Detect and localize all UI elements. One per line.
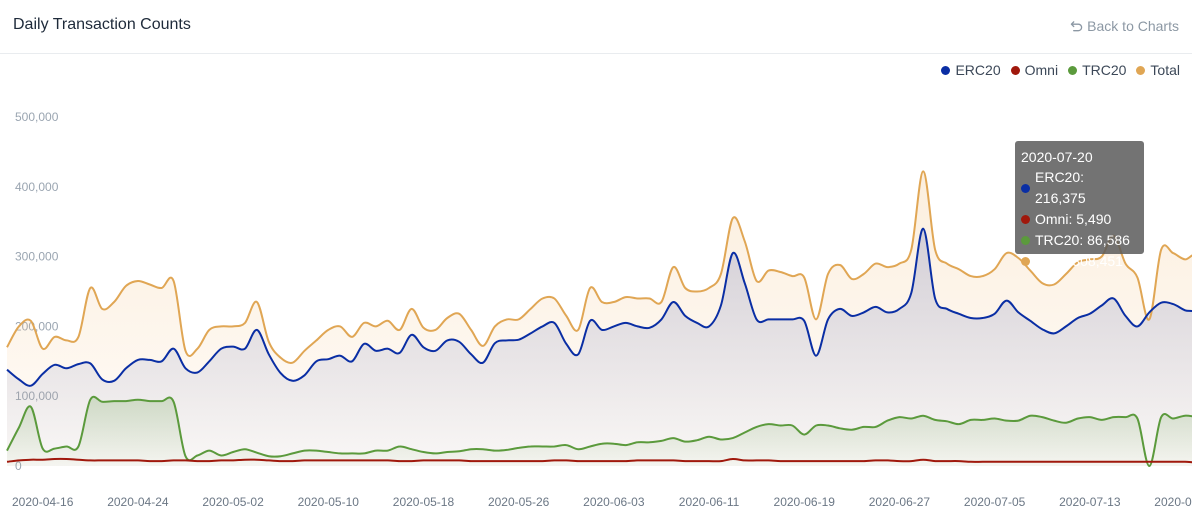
- x-tick-label: 2020-06-19: [774, 495, 836, 509]
- y-tick-label: 300,000: [15, 250, 59, 264]
- chart-tooltip: 2020-07-20 ERC20: 216,375 Omni: 5,490 TR…: [1015, 141, 1144, 269]
- x-tick-label: 2020-05-18: [393, 495, 455, 509]
- y-tick-label: 400,000: [15, 180, 59, 194]
- tooltip-value-trc20: TRC20: 86,586: [1035, 232, 1130, 248]
- legend-label-erc20: ERC20: [955, 62, 1001, 78]
- legend-item-trc20[interactable]: TRC20: [1068, 62, 1126, 78]
- legend-label-omni: Omni: [1024, 62, 1059, 78]
- chart-title: Daily Transaction Counts: [13, 16, 191, 33]
- back-arrow-icon: [1070, 20, 1083, 31]
- x-tick-label: 2020-06-11: [679, 495, 740, 509]
- legend-item-omni[interactable]: Omni: [1010, 62, 1059, 78]
- x-tick-label: 2020-04-16: [12, 495, 74, 509]
- legend-label-total: Total: [1150, 62, 1180, 78]
- legend-item-erc20[interactable]: ERC20: [941, 62, 1001, 78]
- area-erc20: [7, 228, 1192, 466]
- series-line-erc20: [6, 227, 1192, 387]
- series-line-total: [6, 170, 1192, 364]
- legend-dot-total: [1136, 65, 1146, 75]
- legend-dot-omni: [1010, 65, 1020, 75]
- x-tick-label: 2020-07-05: [964, 495, 1026, 509]
- x-tick-label: 2020-05-02: [202, 495, 264, 509]
- y-tick-label: 500,000: [15, 110, 59, 124]
- tooltip-row-trc20: TRC20: 86,586: [1021, 230, 1138, 251]
- back-to-charts-label: Back to Charts: [1087, 18, 1179, 34]
- tooltip-value-erc20: ERC20: 216,375: [1035, 169, 1086, 206]
- tooltip-row-erc20: ERC20: 216,375: [1021, 167, 1138, 209]
- chart-legend: ERC20 Omni TRC20 Total: [941, 62, 1180, 78]
- tooltip-dot-omni: [1021, 215, 1030, 224]
- tooltip-dot-total: [1021, 257, 1030, 266]
- x-tick-label: 2020-05-26: [488, 495, 550, 509]
- series-line-omni: [6, 457, 1192, 464]
- x-tick-label: 2020-06-27: [869, 495, 931, 509]
- legend-label-trc20: TRC20: [1082, 62, 1127, 78]
- tooltip-date: 2020-07-20: [1021, 149, 1093, 165]
- tooltip-dot-trc20: [1021, 236, 1030, 245]
- series-line-trc20: [6, 395, 1192, 468]
- tooltip-value-omni: Omni: 5,490: [1035, 211, 1112, 227]
- x-tick-label: 2020-04-24: [107, 495, 169, 509]
- tooltip-dot-erc20: [1021, 183, 1030, 193]
- chart-header: Daily Transaction Counts Back to Charts: [0, 0, 1192, 54]
- tooltip-row-total: Total: 308,451: [1021, 251, 1138, 272]
- x-tick-label: 2020-07-13: [1059, 495, 1121, 509]
- x-tick-label: 2020-06-03: [583, 495, 645, 509]
- legend-dot-trc20: [1068, 65, 1078, 75]
- legend-item-total[interactable]: Total: [1136, 62, 1180, 78]
- area-trc20: [7, 396, 1192, 467]
- tooltip-row-omni: Omni: 5,490: [1021, 209, 1138, 230]
- back-to-charts-button[interactable]: Back to Charts: [1070, 18, 1179, 34]
- legend-dot-erc20: [941, 65, 951, 75]
- x-tick-label: 2020-05-10: [298, 495, 360, 509]
- x-tick-label: 2020-07-21: [1154, 495, 1192, 509]
- tooltip-value-total: Total: 308,451: [1035, 253, 1123, 269]
